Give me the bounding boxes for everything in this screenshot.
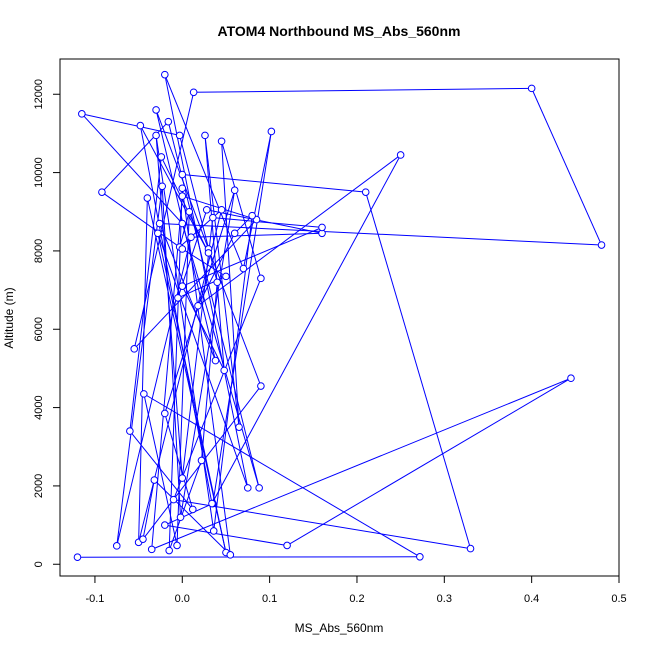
data-point <box>159 183 166 190</box>
data-point <box>148 546 155 553</box>
data-point <box>156 220 163 227</box>
data-point <box>141 391 148 398</box>
data-point <box>131 346 138 353</box>
data-point <box>153 107 160 114</box>
data-point <box>79 111 86 118</box>
data-point <box>258 383 265 390</box>
data-point <box>209 500 216 507</box>
data-point <box>155 230 162 237</box>
data-point <box>598 242 605 249</box>
data-point <box>467 545 474 552</box>
data-point <box>127 428 134 435</box>
data-point <box>397 152 404 159</box>
data-point <box>231 230 238 237</box>
data-point <box>214 279 221 286</box>
data-point <box>195 302 202 309</box>
data-point <box>186 208 193 215</box>
y-tick-label: 8000 <box>33 239 45 263</box>
data-point <box>166 547 173 554</box>
x-tick-label: 0.2 <box>349 593 364 605</box>
x-tick-label: 0.1 <box>262 593 277 605</box>
data-point <box>417 554 424 561</box>
data-point <box>174 542 181 549</box>
data-point <box>210 528 217 535</box>
data-point <box>221 367 228 374</box>
data-point <box>137 122 144 129</box>
data-point <box>179 475 186 482</box>
data-point <box>268 128 275 135</box>
y-tick-label: 6000 <box>33 317 45 341</box>
data-point <box>188 234 195 241</box>
data-point <box>162 522 169 529</box>
data-point <box>179 193 186 200</box>
data-point <box>227 552 234 559</box>
data-point <box>189 506 196 513</box>
data-point <box>528 85 535 92</box>
data-point <box>158 154 165 161</box>
data-point <box>240 265 247 272</box>
data-point <box>177 514 184 521</box>
data-point <box>218 138 225 145</box>
x-tick-label: 0.0 <box>175 593 190 605</box>
data-point <box>170 496 177 503</box>
data-point <box>210 214 217 221</box>
data-point <box>151 477 158 484</box>
chart-title: ATOM4 Northbound MS_Abs_560nm <box>218 23 461 39</box>
data-point <box>258 275 265 282</box>
data-point <box>203 206 210 213</box>
data-point <box>198 457 205 464</box>
x-tick-label: -0.1 <box>85 593 104 605</box>
data-point <box>153 132 160 139</box>
data-point <box>218 206 225 213</box>
data-point <box>140 536 147 543</box>
y-axis-label: Altitude (m) <box>2 287 16 348</box>
y-tick-label: 0 <box>33 561 45 567</box>
data-point <box>113 543 120 550</box>
data-point <box>179 283 186 290</box>
y-tick-label: 2000 <box>33 474 45 498</box>
data-point <box>256 485 263 492</box>
y-tick-label: 4000 <box>33 395 45 419</box>
data-point <box>175 295 182 302</box>
data-point <box>231 187 238 194</box>
data-point <box>202 132 209 139</box>
data-point <box>179 185 186 192</box>
x-axis-label: MS_Abs_560nm <box>295 621 384 635</box>
data-point <box>212 357 219 364</box>
y-tick-label: 12000 <box>33 79 45 110</box>
x-tick-label: 0.5 <box>611 593 626 605</box>
data-point <box>319 224 326 231</box>
data-point <box>244 485 251 492</box>
data-point <box>162 410 169 417</box>
data-point <box>568 375 575 382</box>
data-point <box>179 171 186 178</box>
data-point <box>162 71 169 78</box>
data-point <box>179 246 186 253</box>
x-tick-label: 0.4 <box>524 593 539 605</box>
data-point <box>284 542 291 549</box>
data-point <box>74 554 81 561</box>
data-point <box>236 424 243 431</box>
data-point <box>223 273 230 280</box>
data-point <box>165 118 172 125</box>
data-point <box>176 132 183 139</box>
data-point <box>144 195 151 202</box>
data-point <box>179 220 186 227</box>
data-point <box>249 212 256 219</box>
data-point <box>190 89 197 96</box>
data-point <box>205 250 212 257</box>
data-point <box>99 189 106 196</box>
data-point <box>362 189 369 196</box>
y-tick-label: 10000 <box>33 157 45 188</box>
x-tick-label: 0.3 <box>437 593 452 605</box>
